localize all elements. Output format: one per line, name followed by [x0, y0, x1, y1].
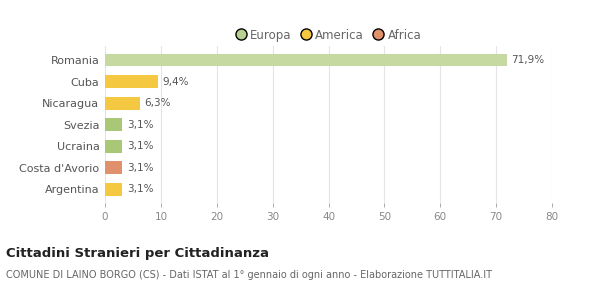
Text: 71,9%: 71,9% [511, 55, 544, 65]
Text: 3,1%: 3,1% [127, 141, 153, 151]
Bar [105, 75, 158, 88]
Text: COMUNE DI LAINO BORGO (CS) - Dati ISTAT al 1° gennaio di ogni anno - Elaborazion: COMUNE DI LAINO BORGO (CS) - Dati ISTAT … [6, 270, 492, 280]
Text: 3,1%: 3,1% [127, 184, 153, 194]
Bar [105, 183, 122, 196]
Bar [105, 54, 507, 66]
Bar [105, 140, 122, 153]
Text: 3,1%: 3,1% [127, 163, 153, 173]
Bar [105, 97, 140, 110]
Text: 6,3%: 6,3% [145, 98, 171, 108]
Bar [105, 161, 122, 174]
Text: Cittadini Stranieri per Cittadinanza: Cittadini Stranieri per Cittadinanza [6, 247, 269, 260]
Bar [105, 118, 122, 131]
Legend: Europa, America, Africa: Europa, America, Africa [231, 24, 426, 47]
Text: 3,1%: 3,1% [127, 120, 153, 130]
Text: 9,4%: 9,4% [162, 77, 188, 86]
